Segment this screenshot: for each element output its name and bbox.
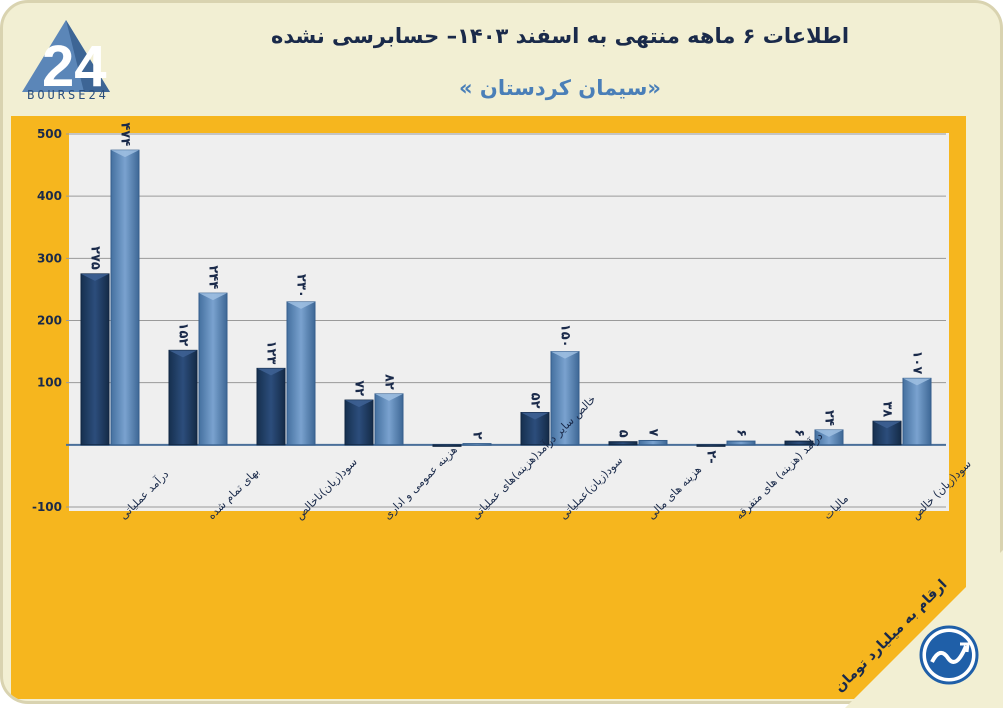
data-label: ۵۲ xyxy=(528,393,543,409)
bar-light xyxy=(286,301,316,446)
logo-mark: 24 xyxy=(42,34,107,99)
bar-dark xyxy=(696,444,726,447)
bar-light xyxy=(110,149,140,446)
x-tick-label: هزینه عمومی و اداری xyxy=(381,443,460,522)
y-tick-label: -100 xyxy=(32,500,62,514)
data-label: ۷ xyxy=(646,429,661,437)
bar-dark xyxy=(784,440,814,446)
data-label: ۶ xyxy=(734,429,749,437)
bar-light xyxy=(902,377,932,446)
data-label: ۲۴ xyxy=(822,410,837,426)
bar-light xyxy=(638,439,668,446)
bar-dark xyxy=(608,441,638,446)
data-label: ۱۲۳ xyxy=(264,341,279,365)
bar-cap xyxy=(815,429,843,437)
bar-cap xyxy=(111,150,139,158)
x-tick-label: سود(زیان) خالص xyxy=(909,457,974,522)
page-subtitle: «سیمان کردستان » xyxy=(459,76,661,100)
data-label: ۸۲ xyxy=(382,374,397,390)
data-label: ۱۰۷ xyxy=(910,351,925,375)
bar-dark xyxy=(256,367,286,446)
trend-badge-icon xyxy=(919,625,979,685)
bar-cap xyxy=(521,412,549,420)
data-label: ۲- xyxy=(704,450,719,463)
bar-light xyxy=(462,443,492,446)
bar-dark xyxy=(80,273,110,446)
x-tick-label: بهای تمام شده xyxy=(205,465,262,522)
y-tick-label: 400 xyxy=(37,189,62,203)
data-label: ۲ xyxy=(470,432,485,440)
data-label: ۵ xyxy=(616,430,631,438)
bar-cap xyxy=(873,421,901,429)
y-tick-label: 300 xyxy=(37,251,62,265)
logo-text: BOURSE24 xyxy=(27,88,109,102)
bar-cap xyxy=(287,301,315,309)
bar-cap xyxy=(345,400,373,408)
bar-cap xyxy=(81,273,109,281)
y-tick-label: 500 xyxy=(37,127,62,141)
x-tick-label: سود(زیان)عملیاتی xyxy=(557,454,625,522)
x-tick-label: هزینه های مالی xyxy=(645,463,704,522)
y-tick-label: 100 xyxy=(37,376,62,390)
bar-light xyxy=(550,351,580,446)
y-tick-label: 200 xyxy=(37,314,62,328)
data-label: ۲۳۰ xyxy=(294,274,309,298)
bar-cap xyxy=(199,293,227,301)
data-label: ۲۴۴ xyxy=(206,265,221,289)
bar-cap xyxy=(169,350,197,358)
data-label: ۷۲ xyxy=(352,380,367,396)
bar-cap xyxy=(551,351,579,359)
bar-dark xyxy=(168,349,198,446)
data-label: ۱۵۰ xyxy=(558,324,573,348)
x-tick-label: سود(زیان)ناخالص xyxy=(293,455,360,522)
x-tick-label: درآمد عملیاتی xyxy=(116,467,171,522)
bourse24-logo: 24 xyxy=(22,20,110,99)
data-label: ۱۵۲ xyxy=(176,323,191,347)
bar-dark xyxy=(432,444,462,447)
data-label: ۴۷۴ xyxy=(118,122,133,146)
bar-cap xyxy=(903,378,931,386)
bar-dark xyxy=(344,399,374,446)
data-label: ۲۷۵ xyxy=(88,246,103,270)
bar-cap xyxy=(375,393,403,401)
data-label: ۳۸ xyxy=(880,401,895,417)
bar-light xyxy=(374,393,404,446)
bar-light xyxy=(198,292,228,446)
data-label: ۶ xyxy=(792,429,807,437)
bar-light xyxy=(726,440,756,446)
page-title: اطلاعات ۶ ماهه منتهی به اسفند ۱۴۰۳– حساب… xyxy=(270,24,850,48)
bar-cap xyxy=(257,368,285,376)
